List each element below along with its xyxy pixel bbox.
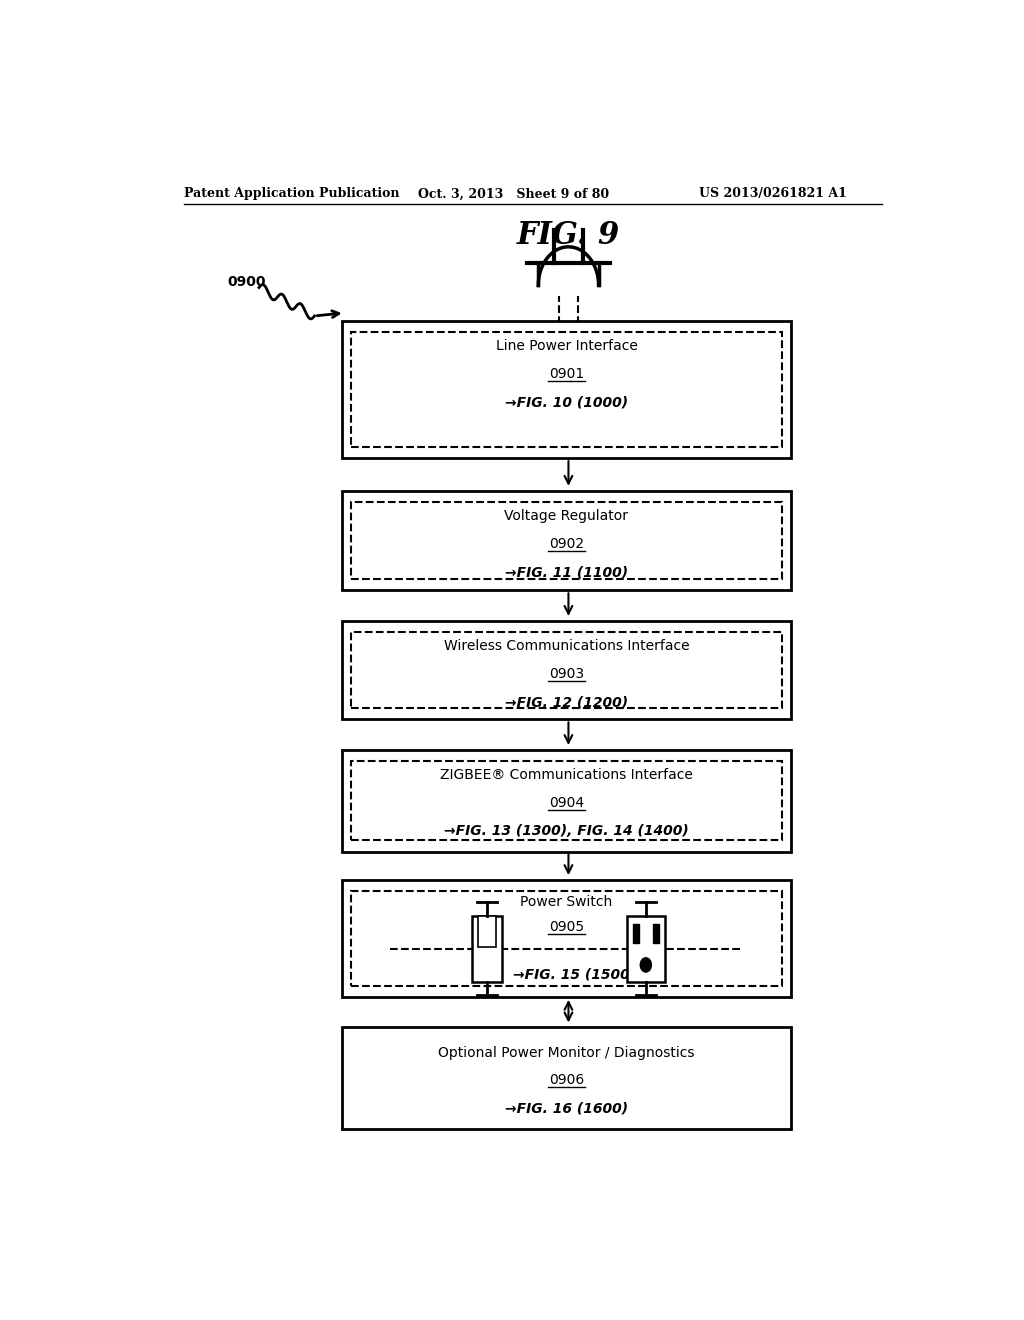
Text: →FIG. 12 (1200): →FIG. 12 (1200)	[505, 696, 628, 709]
Text: →FIG. 11 (1100): →FIG. 11 (1100)	[505, 565, 628, 579]
Text: US 2013/0261821 A1: US 2013/0261821 A1	[699, 187, 847, 201]
Bar	[342, 321, 791, 458]
Text: →FIG. 13 (1300), FIG. 14 (1400): →FIG. 13 (1300), FIG. 14 (1400)	[444, 824, 689, 838]
Bar	[478, 916, 496, 946]
Bar	[351, 502, 782, 579]
Text: ZIGBEE® Communications Interface: ZIGBEE® Communications Interface	[440, 768, 693, 783]
Bar	[342, 620, 791, 719]
Text: Wireless Communications Interface: Wireless Communications Interface	[443, 639, 689, 653]
Bar	[633, 924, 639, 942]
Text: Optional Power Monitor / Diagnostics: Optional Power Monitor / Diagnostics	[438, 1045, 694, 1060]
Bar	[342, 491, 791, 590]
Bar	[342, 750, 791, 851]
Circle shape	[640, 958, 651, 972]
Text: 0900: 0900	[227, 276, 266, 289]
Text: 0901: 0901	[549, 367, 584, 381]
Text: Patent Application Publication: Patent Application Publication	[183, 187, 399, 201]
Bar	[351, 632, 782, 709]
Text: 0902: 0902	[549, 537, 584, 550]
Bar	[342, 1027, 791, 1129]
Text: →FIG. 10 (1000): →FIG. 10 (1000)	[505, 395, 628, 409]
Bar	[351, 333, 782, 447]
Text: 0904: 0904	[549, 796, 584, 809]
Bar	[627, 916, 665, 982]
Bar	[653, 924, 658, 942]
Text: Line Power Interface: Line Power Interface	[496, 339, 637, 354]
Text: 0903: 0903	[549, 667, 584, 681]
Bar	[472, 916, 502, 982]
Text: 0906: 0906	[549, 1073, 584, 1088]
Text: Power Switch: Power Switch	[520, 895, 612, 909]
Text: 0905: 0905	[549, 920, 584, 933]
Text: Oct. 3, 2013   Sheet 9 of 80: Oct. 3, 2013 Sheet 9 of 80	[418, 187, 609, 201]
Text: FIG. 9: FIG. 9	[517, 220, 621, 251]
Bar	[342, 880, 791, 997]
Text: Voltage Regulator: Voltage Regulator	[505, 510, 629, 523]
Bar	[351, 891, 782, 986]
Text: →FIG. 16 (1600): →FIG. 16 (1600)	[505, 1102, 628, 1115]
Bar	[351, 762, 782, 841]
Text: →FIG. 15 (1500): →FIG. 15 (1500)	[513, 968, 636, 982]
